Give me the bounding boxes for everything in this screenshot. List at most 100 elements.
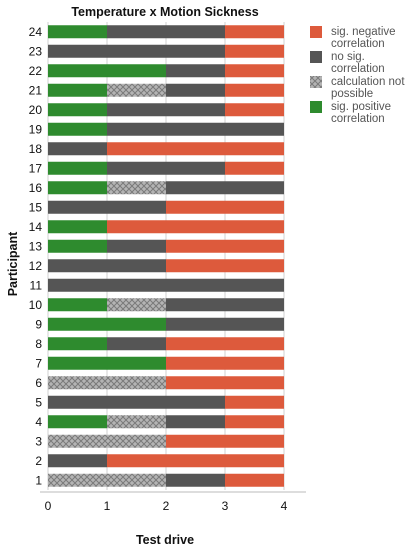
grid (47, 22, 285, 490)
bar-segment (107, 278, 166, 292)
bar-segment (107, 239, 166, 253)
bar-segment (107, 317, 166, 331)
bar-segment (225, 454, 284, 468)
y-tick-label: 5 (35, 395, 42, 409)
y-tick-label: 13 (29, 239, 43, 253)
bar-segment (225, 142, 284, 156)
bar-segment (166, 103, 225, 117)
bar-segment (225, 415, 284, 429)
bar-segment (225, 122, 284, 136)
y-tick-label: 7 (35, 356, 42, 370)
x-tick-label: 2 (163, 499, 170, 513)
bar-segment (48, 44, 107, 58)
x-axis-label: Test drive (136, 533, 194, 547)
bar-segment (166, 161, 225, 175)
y-tick-label: 24 (29, 25, 43, 39)
bar-segment (166, 181, 225, 195)
bar-segment (107, 220, 166, 234)
bar-segment (166, 259, 225, 273)
y-tick-label: 10 (29, 298, 43, 312)
bars (48, 25, 284, 487)
bar-segment (107, 337, 166, 351)
bar-segment (48, 278, 107, 292)
bar-segment (166, 434, 225, 448)
bar-segment (48, 25, 107, 39)
bar-segment (107, 259, 166, 273)
bar-segment (166, 376, 225, 390)
bar-segment (107, 122, 166, 136)
legend-label: possible (331, 88, 373, 100)
bar-segment (48, 83, 107, 97)
x-tick-label: 0 (45, 499, 52, 513)
bar-segment (107, 356, 166, 370)
y-axis-label: Participant (6, 231, 20, 296)
legend-swatch (310, 101, 322, 113)
bar-segment (166, 278, 225, 292)
bar-segment (166, 64, 225, 78)
y-tick-label: 1 (35, 473, 42, 487)
x-tick-label: 3 (222, 499, 229, 513)
bar-segment (48, 356, 107, 370)
bar-segment (48, 64, 107, 78)
bar-segment (166, 44, 225, 58)
y-tick-label: 19 (29, 122, 43, 136)
bar-segment (225, 434, 284, 448)
bar-segment (107, 395, 166, 409)
legend-label: calculation not (331, 76, 405, 88)
bar-segment (225, 200, 284, 214)
y-tick-label: 15 (29, 200, 43, 214)
bar-segment (225, 337, 284, 351)
bar-segment (166, 415, 225, 429)
bar-segment (48, 298, 107, 312)
bar-segment (48, 103, 107, 117)
legend-label: sig. positive (331, 101, 391, 113)
y-tick-label: 21 (29, 83, 43, 97)
bar-segment (225, 44, 284, 58)
bar-segment (107, 298, 166, 312)
bar-segment (225, 278, 284, 292)
bar-segment (107, 415, 166, 429)
y-tick-label: 22 (29, 64, 43, 78)
bar-segment (166, 298, 225, 312)
bar-segment (166, 473, 225, 487)
bar-segment (48, 181, 107, 195)
bar-segment (225, 25, 284, 39)
bar-segment (107, 44, 166, 58)
bar-segment (107, 64, 166, 78)
bar-segment (166, 142, 225, 156)
bar-segment (48, 454, 107, 468)
bar-segment (225, 83, 284, 97)
bar-segment (107, 142, 166, 156)
bar-segment (48, 376, 107, 390)
y-tick-label: 17 (29, 161, 43, 175)
bar-segment (48, 142, 107, 156)
bar-segment (166, 200, 225, 214)
bar-segment (166, 83, 225, 97)
y-tick-label: 16 (29, 181, 43, 195)
bar-segment (225, 473, 284, 487)
bar-segment (225, 298, 284, 312)
bar-segment (225, 317, 284, 331)
legend-swatch (310, 76, 322, 88)
bar-segment (225, 181, 284, 195)
bar-segment (48, 200, 107, 214)
y-tick-label: 4 (35, 415, 42, 429)
bar-segment (166, 356, 225, 370)
y-tick-label: 23 (29, 44, 43, 58)
y-tick-label: 9 (35, 317, 42, 331)
bar-segment (107, 434, 166, 448)
legend-swatch (310, 26, 322, 38)
bar-segment (166, 454, 225, 468)
bar-segment (225, 239, 284, 253)
bar-segment (225, 376, 284, 390)
legend-label: sig. negative (331, 26, 396, 38)
y-tick-label: 11 (30, 278, 43, 292)
bar-segment (107, 83, 166, 97)
bar-segment (107, 161, 166, 175)
bar-segment (225, 103, 284, 117)
legend-label: correlation (331, 113, 385, 125)
chart-title: Temperature x Motion Sickness (71, 5, 258, 19)
bar-segment (166, 337, 225, 351)
